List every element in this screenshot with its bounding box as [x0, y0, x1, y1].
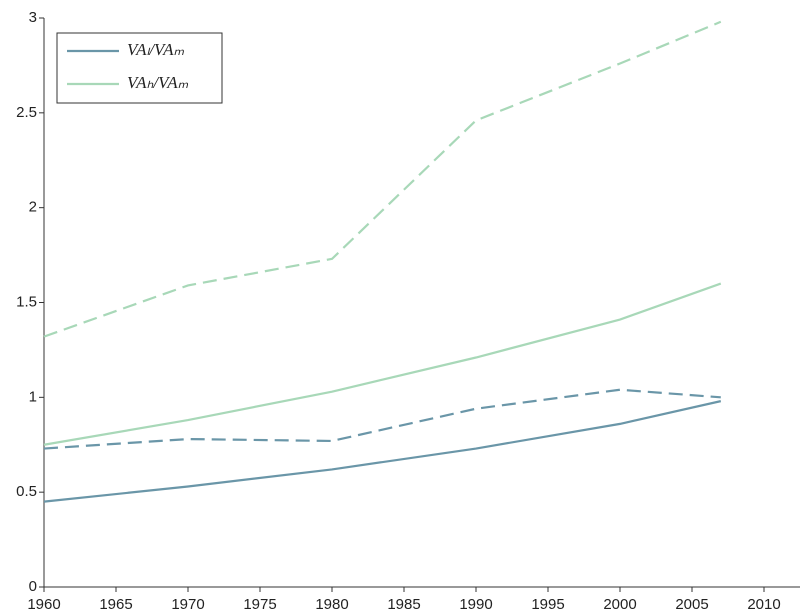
- y-tick-label: 0: [29, 578, 37, 595]
- x-tick-label: 1965: [99, 596, 132, 613]
- y-tick-label: 0.5: [16, 483, 37, 500]
- y-tick-label: 2: [29, 199, 37, 216]
- x-tick-label: 2010: [747, 596, 780, 613]
- y-tick-label: 2.5: [16, 104, 37, 121]
- legend-label: VAₕ/VAₘ: [127, 73, 189, 92]
- x-tick-label: 1995: [531, 596, 564, 613]
- y-tick-label: 3: [29, 9, 37, 26]
- x-tick-label: 1990: [459, 596, 492, 613]
- series-line: [43, 400, 722, 503]
- legend-label: VAₗ/VAₘ: [127, 40, 185, 59]
- x-tick-label: 1960: [27, 596, 60, 613]
- x-tick-label: 2000: [603, 596, 636, 613]
- series-line: [43, 282, 722, 446]
- y-tick-label: 1: [29, 388, 37, 405]
- x-tick-label: 1970: [171, 596, 204, 613]
- legend-box: [56, 32, 223, 104]
- x-tick-label: 1980: [315, 596, 348, 613]
- x-tick-label: 2005: [675, 596, 708, 613]
- series-line: [43, 388, 721, 450]
- y-tick-label: 1.5: [16, 293, 37, 310]
- x-tick-label: 1975: [243, 596, 276, 613]
- x-tick-label: 1985: [387, 596, 420, 613]
- series-line: [43, 20, 722, 338]
